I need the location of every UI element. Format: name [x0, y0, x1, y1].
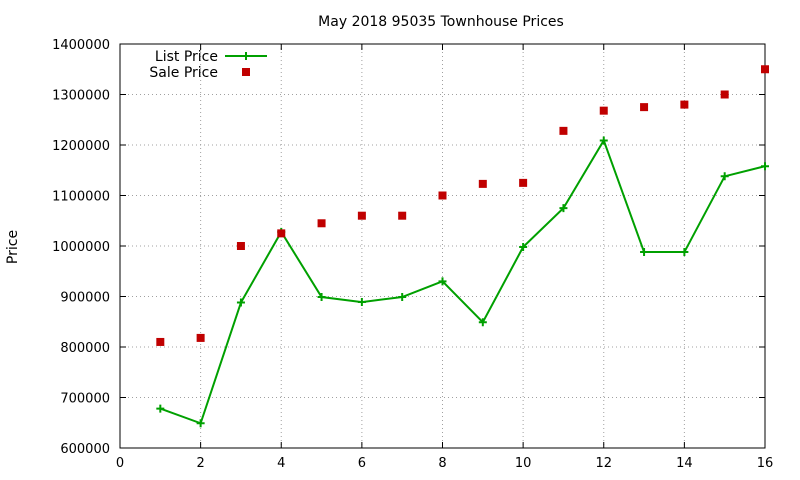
grid	[120, 44, 765, 448]
sale-price-point	[478, 179, 487, 188]
sale-price-point	[236, 242, 245, 250]
y-tick-label: 700000	[60, 392, 110, 407]
sale-price-point	[599, 106, 608, 115]
x-tick-label: 8	[438, 456, 446, 471]
legend-marker-list-price	[242, 52, 250, 60]
y-tick-label: 1400000	[52, 38, 110, 53]
axis-ticks: 0 2 4 6 8 10 12 14 16 600000 700000 800000 900000 100…	[52, 38, 773, 471]
y-tick-label: 800000	[60, 341, 110, 356]
list-price-line	[159, 138, 766, 425]
list-price-point	[357, 298, 366, 307]
sale-price-point	[277, 229, 286, 238]
legend-label-sale-price: Sale Price	[149, 65, 218, 81]
sale-price-point	[357, 211, 366, 220]
y-tick-label: 1100000	[52, 190, 110, 205]
sale-price-point	[519, 178, 528, 187]
list-price-point	[519, 243, 528, 252]
list-price-series	[156, 136, 769, 428]
list-price-point	[236, 298, 245, 307]
x-tick-label: 10	[515, 456, 532, 471]
list-price-point	[680, 248, 689, 257]
list-price-point	[478, 318, 487, 327]
sale-price-point	[196, 333, 205, 342]
y-tick-label: 1000000	[52, 240, 110, 255]
sale-price-point	[680, 100, 689, 109]
sale-price-point	[559, 126, 568, 135]
list-price-point	[317, 293, 326, 302]
chart-title: May 2018 95035 Townhouse Prices	[318, 14, 564, 30]
sale-price-point	[720, 90, 729, 99]
list-price-point	[599, 136, 608, 145]
x-tick-label: 6	[358, 456, 366, 471]
list-price-point	[156, 404, 165, 413]
list-price-point	[196, 419, 205, 428]
plot-frame	[119, 43, 766, 449]
legend-marker-sale-price	[242, 68, 250, 76]
sale-price-point	[398, 211, 407, 220]
sale-price-point	[761, 65, 769, 74]
legend-label-list-price: List Price	[155, 49, 218, 65]
sale-price-series	[156, 65, 769, 346]
y-tick-label: 900000	[60, 291, 110, 306]
sale-price-point	[438, 191, 447, 200]
y-axis-label: Price	[5, 230, 21, 264]
list-price-point	[720, 172, 729, 181]
sale-price-point	[156, 337, 165, 346]
list-price-point	[761, 162, 769, 171]
list-price-point	[438, 277, 447, 286]
sale-price-point	[640, 103, 649, 112]
y-tick-label: 1300000	[52, 89, 110, 104]
x-tick-label: 4	[277, 456, 285, 471]
series-layer	[156, 65, 769, 428]
list-price-point	[559, 204, 568, 213]
x-tick-label: 0	[116, 456, 124, 471]
list-price-point	[640, 248, 649, 257]
x-tick-label: 14	[676, 456, 693, 471]
y-tick-label: 1200000	[52, 139, 110, 154]
sale-price-point	[317, 219, 326, 228]
x-tick-label: 16	[757, 456, 774, 471]
list-price-point	[398, 293, 407, 302]
x-tick-label: 2	[196, 456, 204, 471]
y-tick-label: 600000	[60, 442, 110, 457]
x-tick-label: 12	[595, 456, 612, 471]
